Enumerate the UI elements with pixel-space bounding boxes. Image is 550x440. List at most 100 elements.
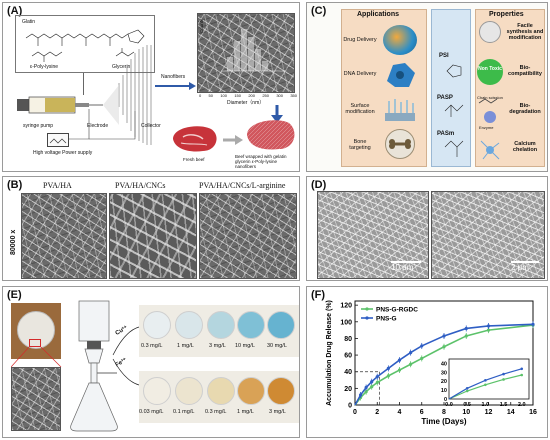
syringe-icon (17, 96, 103, 114)
power-supply-icon (47, 133, 69, 147)
panel-b-label: (B) (7, 179, 23, 191)
inset-y-tick-label: 20 (441, 379, 447, 385)
electrode-label: Electrode (87, 123, 109, 129)
panel-c: (C) Applications Properties Drug Deliver… (306, 2, 548, 172)
psi-structure (446, 64, 462, 78)
wrapped-beef-label: Beef wrapped with gelatin glycerin ε-Pol… (235, 154, 287, 169)
calcium-chelation-icon (477, 137, 503, 163)
pasm-structure (444, 140, 464, 157)
property-biocompatibility: Bio-compatibility (508, 65, 542, 77)
x-tick-label: 14 (507, 409, 515, 416)
inset-data-point (465, 387, 469, 390)
application-bone-targeting: Bone targeting (349, 139, 371, 151)
biodegradation-icon (477, 95, 503, 125)
xtick: 200 (248, 93, 255, 98)
data-point (364, 385, 368, 390)
pasp-structure (444, 104, 464, 117)
data-point (531, 322, 535, 326)
legend-marker (365, 316, 369, 320)
x-tick-label: 8 (442, 409, 446, 416)
scale-label-2um: 2 μm (511, 263, 529, 272)
cu-conc-1: 0.3 mg/L (141, 343, 163, 349)
data-point (358, 393, 363, 397)
data-point (370, 380, 374, 384)
bone-targeting-icon (385, 129, 415, 159)
x-tick-label: 4 (398, 409, 402, 416)
fe-sample-2 (175, 377, 203, 405)
sem-image-d2 (431, 191, 545, 279)
panel-e-label: (E) (7, 289, 22, 301)
property-calcium-chelation: Calcium chelation (512, 141, 538, 153)
inset-x-tick-label: 2.0 (518, 402, 526, 408)
zoom-lines (11, 347, 62, 368)
inset-y-tick-label: 10 (441, 388, 447, 394)
cu-sample-4 (237, 311, 265, 339)
connector-line (83, 73, 84, 95)
data-point (375, 375, 379, 379)
data-point (397, 368, 402, 372)
non-toxic-badge: Non Toxic (477, 59, 503, 85)
inset-data-point (520, 367, 524, 371)
x-tick-label: 6 (420, 409, 424, 416)
enzyme-label: Enzyme (479, 125, 494, 130)
wrapped-beef-image (247, 120, 295, 150)
legend-label: PNS-G-RGDC (376, 307, 418, 314)
panel-e: (E) Cu²⁺ Fe³⁺ 0.3 mg/L 1 mg/L 3 mg/L 10 … (2, 286, 300, 438)
data-point (442, 345, 446, 349)
fresh-beef-image (173, 126, 217, 152)
arrow-down (271, 105, 283, 123)
y-tick-label: 120 (340, 303, 352, 310)
nanofibers-label: Nanofibers (161, 74, 186, 80)
polymer-psi: PSI (439, 53, 449, 59)
x-tick-label: 0 (353, 409, 357, 416)
cu-conc-5: 30 mg/L (267, 343, 287, 349)
histogram-xticks: 0 50 100 150 200 250 300 350 (199, 93, 297, 98)
xtick: 100 (220, 93, 227, 98)
panel-a-label: (A) (7, 5, 23, 17)
panel-f: (F) 0 2 4 6 8 10 12 14 16 0 20 40 60 80 100 120 Time (Da… (306, 286, 548, 438)
inset-y-tick-label: 40 (441, 361, 447, 367)
legend-marker (365, 307, 369, 311)
data-point (464, 326, 468, 331)
data-point (486, 324, 491, 328)
scale-bar-10um: 10 μm (391, 261, 421, 272)
xtick: 300 (276, 93, 283, 98)
properties-title: Properties (489, 11, 524, 18)
xtick: 0 (199, 93, 202, 98)
inset-x-tick-label: 1.5 (500, 402, 508, 408)
molecule-box: Glatin ε-Poly-lysine Glycerin (15, 15, 155, 73)
fe-sample-1 (143, 377, 171, 405)
xtick: 350 (290, 93, 297, 98)
panel-d-label: (D) (311, 179, 327, 191)
column-head-pva-ha: PVA/HA (43, 181, 72, 190)
data-point (464, 334, 468, 338)
inset-data-point (520, 373, 524, 377)
y-tick-label: 0 (348, 403, 352, 410)
polymer-pasm: PASm (437, 131, 455, 137)
data-point (409, 350, 413, 355)
cu-conc-4: 10 mg/L (235, 343, 255, 349)
chain-scission-label: Chain scission (477, 95, 503, 100)
power-supply-label: High voltage Power supply (33, 150, 93, 156)
xtick: 250 (262, 93, 269, 98)
data-point (420, 356, 424, 361)
fe-sample-5 (267, 377, 295, 405)
molecule-label-glycerin: Glycerin (112, 64, 131, 70)
inset-x-tick-label: 0.5 (463, 402, 471, 408)
fe-conc-5: 3 mg/L (269, 409, 286, 415)
cu-conc-2: 1 mg/L (177, 343, 194, 349)
x-axis-label: Time (Days) (421, 417, 467, 426)
fe-samples-row: 0.03 mg/L 0.1 mg/L 0.3 mg/L 1 mg/L 3 mg/… (139, 371, 299, 423)
property-biodegradation: Bio-degradation (509, 103, 541, 115)
scale-label-10um: 10 μm (391, 263, 414, 272)
inset-data-point (484, 383, 487, 387)
data-point (409, 362, 413, 366)
y-tick-label: 100 (340, 319, 352, 326)
inset-x-tick-label: 1.0 (482, 402, 490, 408)
fe-sample-3 (207, 377, 235, 405)
data-point (397, 358, 402, 362)
surface-modification-icon (383, 97, 417, 123)
fe-conc-2: 0.1 mg/L (173, 409, 195, 415)
xtick: 50 (208, 93, 213, 98)
data-point (386, 374, 390, 378)
